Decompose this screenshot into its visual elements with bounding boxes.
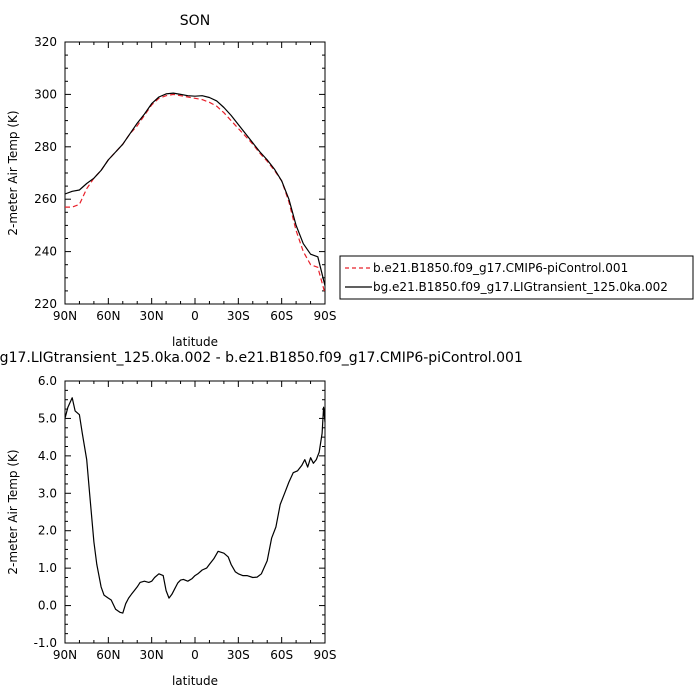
y-tick-label: 260	[34, 192, 57, 206]
top-y-tick-labels: 220 240 260 280 300 320	[34, 35, 57, 311]
x-tick-label: 30N	[140, 309, 164, 323]
legend: b.e21.B1850.f09_g17.CMIP6-piControl.001 …	[339, 255, 694, 300]
bottom-panel: bg.e21.B1850.f09_g17.LIGtransient_125.0k…	[0, 350, 523, 688]
top-x-axis-label: latitude	[172, 335, 218, 349]
x-tick-label: 30S	[227, 309, 250, 323]
x-tick-label: 90S	[314, 309, 337, 323]
top-panel: SON 90N 60N 30N 0 30S 60S 90S 220 240 260 280 300 3…	[6, 13, 694, 349]
x-tick-label: 90N	[53, 309, 77, 323]
top-y-axis-label: 2-meter Air Temp (K)	[6, 110, 20, 235]
y-tick-label: 4.0	[38, 449, 57, 463]
x-tick-label: 90N	[53, 648, 77, 662]
y-tick-label: 220	[34, 297, 57, 311]
y-tick-label: 320	[34, 35, 57, 49]
bottom-y-axis-label: 2-meter Air Temp (K)	[6, 449, 20, 574]
y-tick-label: 1.0	[38, 561, 57, 575]
bottom-x-axis-label: latitude	[172, 674, 218, 688]
x-tick-label: 0	[191, 309, 199, 323]
top-series-line-0	[65, 93, 326, 294]
x-tick-label: 60S	[270, 648, 293, 662]
x-tick-label: 30S	[227, 648, 250, 662]
y-tick-label: 2.0	[38, 524, 57, 538]
bottom-plot-frame	[64, 380, 326, 644]
legend-entry-ligtransient: bg.e21.B1850.f09_g17.LIGtransient_125.0k…	[373, 280, 668, 294]
legend-entry-picontrol: b.e21.B1850.f09_g17.CMIP6-piControl.001	[373, 261, 628, 275]
y-tick-label: 5.0	[38, 411, 57, 425]
bottom-x-tick-labels: 90N 60N 30N 0 30S 60S 90S	[53, 648, 337, 662]
x-tick-label: 90S	[314, 648, 337, 662]
bottom-axis-ticks	[64, 380, 326, 644]
x-tick-label: 30N	[140, 648, 164, 662]
bottom-y-tick-labels: -1.0 0.0 1.0 2.0 3.0 4.0 5.0 6.0	[34, 374, 57, 650]
bottom-series-line-0	[64, 397, 326, 614]
y-tick-label: 280	[34, 140, 57, 154]
y-tick-label: -1.0	[34, 636, 57, 650]
bottom-chart-title: bg.e21.B1850.f09_g17.LIGtransient_125.0k…	[0, 350, 523, 366]
x-tick-label: 60N	[96, 309, 120, 323]
y-tick-label: 3.0	[38, 486, 57, 500]
x-tick-label: 60S	[270, 309, 293, 323]
top-axis-ticks	[64, 41, 326, 305]
x-tick-label: 60N	[96, 648, 120, 662]
y-tick-label: 240	[34, 245, 57, 259]
y-tick-label: 0.0	[38, 599, 57, 613]
top-series-lines	[64, 92, 326, 294]
y-tick-label: 300	[34, 87, 57, 101]
x-tick-label: 0	[191, 648, 199, 662]
top-series-line-1	[64, 92, 326, 286]
top-plot-frame	[64, 41, 326, 305]
top-x-tick-labels: 90N 60N 30N 0 30S 60S 90S	[53, 309, 337, 323]
legend-box	[339, 255, 694, 300]
bottom-series-lines	[64, 397, 326, 614]
y-tick-label: 6.0	[38, 374, 57, 388]
top-chart-title: SON	[180, 13, 210, 29]
